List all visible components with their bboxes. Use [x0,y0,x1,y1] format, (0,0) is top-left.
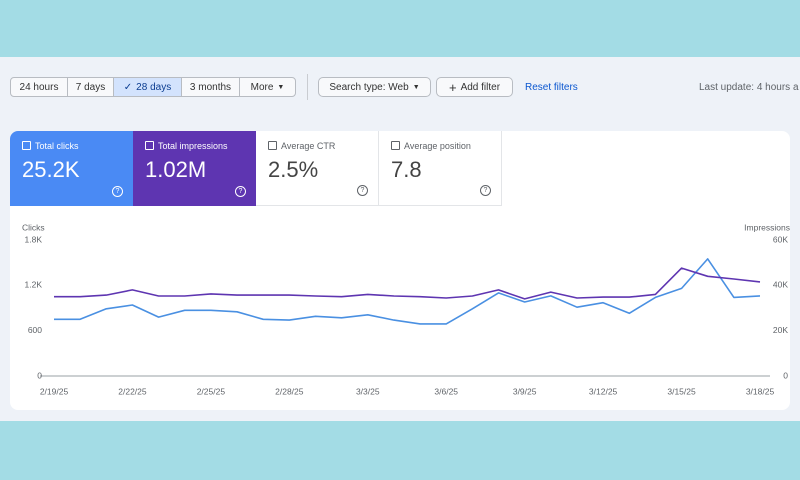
y-tick-label: 1.2K [25,280,43,290]
help-icon: ? [235,186,246,197]
range-button[interactable]: 3 months [181,77,240,97]
checkbox [22,141,31,150]
checkbox [391,141,400,150]
metric-value: 1.02M [145,157,207,182]
reset-filters-link[interactable]: Reset filters [525,82,578,93]
search-type-label: Search type: Web [329,81,409,93]
y-tick-label: 0 [37,370,42,380]
x-tick-label: 3/15/25 [667,386,696,396]
help-icon: ? [480,185,491,196]
metric-card[interactable]: Average position 7.8? [379,131,502,206]
checkbox [145,141,154,150]
search-type-button[interactable]: Search type: Web ▼ [318,77,431,97]
range-label: 28 days [136,81,172,93]
x-tick-label: 2/22/25 [118,386,147,396]
x-tick-label: 3/6/25 [434,386,458,396]
last-update: Last update: 4 hours a [699,82,799,93]
y-tick-label: 1.8K [25,234,43,244]
metric-label: Average position [404,141,471,151]
checkbox [268,141,277,150]
x-tick-label: 2/19/25 [40,386,69,396]
y2-tick-label: 60K [773,234,788,244]
help-icon: ? [357,185,368,196]
metric-label: Total impressions [158,141,228,151]
x-tick-label: 2/25/25 [197,386,226,396]
metric-label: Total clicks [35,141,79,151]
x-tick-label: 2/28/25 [275,386,304,396]
metric-value: 7.8 [391,157,422,182]
y2-axis-label: Impressions [744,222,790,232]
range-button-selected[interactable]: ✓ 28 days [113,77,182,97]
series-line [54,267,761,300]
y-tick-label: 600 [28,325,42,335]
metric-card[interactable]: Total impressions 1.02M? [133,131,256,206]
y-axis-label: Clicks [22,222,45,232]
metric-card[interactable]: Total clicks 25.2K? [10,131,133,206]
dropdown-icon: ▼ [412,83,420,91]
x-tick-label: 3/9/25 [513,386,537,396]
y2-tick-label: 40K [773,280,788,290]
divider [307,74,308,100]
metric-value: 25.2K [22,157,80,182]
x-tick-label: 3/18/25 [746,386,775,396]
y2-tick-label: 20K [773,325,788,335]
help-icon: ? [112,186,123,197]
metric-label: Average CTR [281,141,336,151]
add-filter-label: Add filter [460,81,501,93]
y2-tick-label: 0 [783,370,788,380]
x-tick-label: 3/3/25 [356,386,380,396]
metric-value: 2.5% [268,157,319,182]
series-line [54,258,761,325]
add-filter-button[interactable]: + Add filter [436,77,513,97]
more-label: More [250,81,274,93]
metric-card[interactable]: Average CTR 2.5%? [256,131,379,206]
check-icon: ✓ [123,81,133,93]
more-button[interactable]: More ▼ [239,77,296,97]
plus-icon: + [448,79,457,95]
x-tick-label: 3/12/25 [589,386,618,396]
dropdown-icon: ▼ [277,83,285,91]
